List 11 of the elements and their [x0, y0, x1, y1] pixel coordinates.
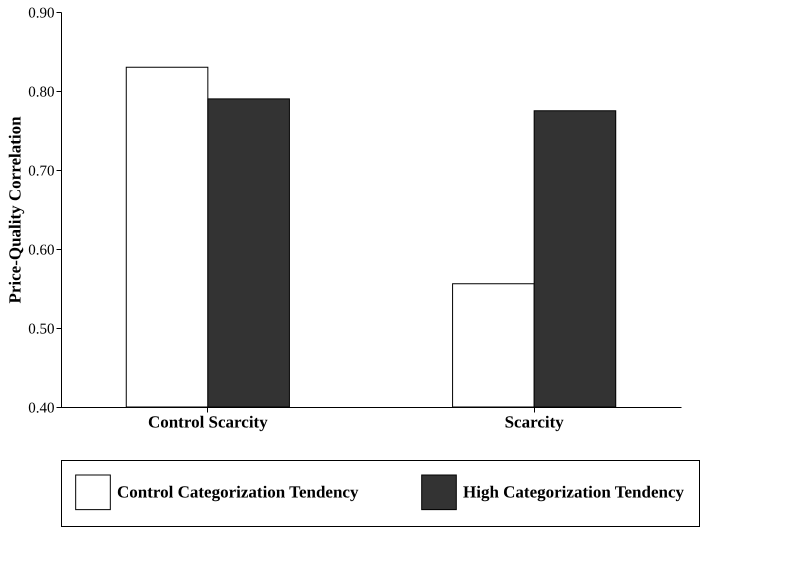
- x-tick-label: Scarcity: [504, 412, 564, 432]
- y-tick-label: 0.50: [28, 322, 54, 338]
- x-tick-label: Control Scarcity: [148, 412, 268, 432]
- y-tick-label: 0.90: [28, 6, 54, 22]
- legend-label: Control Categorization Tendency: [117, 482, 359, 502]
- y-tick-label: 0.40: [28, 400, 54, 416]
- legend-label: High Categorization Tendency: [463, 482, 685, 502]
- y-tick-label: 0.80: [28, 84, 54, 100]
- y-axis-title: Price-Quality Correlation: [5, 116, 24, 304]
- y-tick-label: 0.70: [28, 164, 54, 180]
- y-tick-label: 0.60: [28, 242, 54, 258]
